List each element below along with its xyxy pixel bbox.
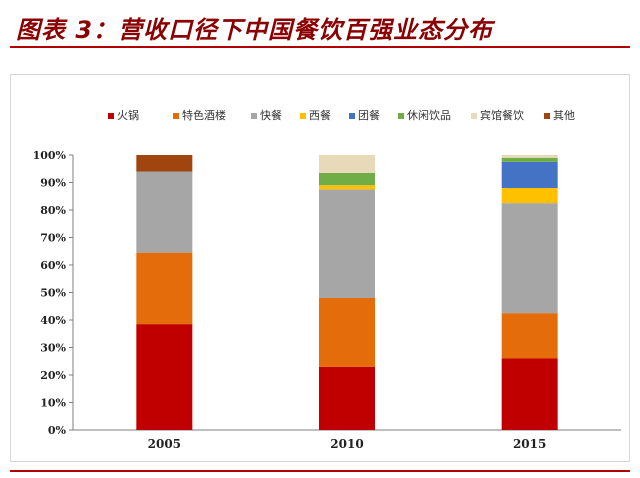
bar-segment-2010-6 [319,155,375,173]
title-bar: 图表 3：营收口径下中国餐饮百强业态分布 [10,4,630,48]
bar-segment-2015-0 [501,358,558,430]
y-tick-label-1: 10% [40,397,66,410]
bar-segment-2015-4 [501,161,558,188]
y-tick-label-9: 90% [40,177,66,190]
x-tick-label-1: 2010 [330,437,363,451]
legend-label-4: 团餐 [358,108,380,122]
y-tick-label-6: 60% [40,259,66,272]
chart-frame: 火锅 特色酒楼 快餐 西餐 团餐 休闲饮品 宾馆餐饮 其他 0% 10% 20% 30% 40% 50% 6… [10,74,630,462]
legend-label-2: 快餐 [260,108,282,122]
y-tick-label-8: 80% [40,204,66,217]
legend-swatch-4 [349,113,355,119]
legend-label-6: 宾馆餐饮 [480,108,524,122]
legend-label-5: 休闲饮品 [407,108,451,122]
bar-segment-2015-2 [501,203,558,314]
bar-segment-2015-6 [501,155,558,158]
bar-segment-2010-1 [319,298,375,367]
bar-segment-2010-3 [319,185,375,190]
legend-swatch-5 [398,113,404,119]
bar-segment-2005-2 [136,171,193,253]
legend-swatch-0 [108,113,114,119]
legend-swatch-3 [300,113,306,119]
bar-segment-2005-0 [136,324,193,430]
stacked-bar-chart: 火锅 特色酒楼 快餐 西餐 团餐 休闲饮品 宾馆餐饮 其他 0% 10% 20% 30% 40% 50% 6… [33,108,621,451]
legend-label-7: 其他 [553,109,575,122]
legend-swatch-2 [251,113,257,119]
legend-label-0: 火锅 [117,109,139,122]
legend-swatch-6 [471,113,477,119]
bar-segment-2005-7 [136,155,193,172]
bar-segment-2005-1 [136,252,193,325]
legend-swatch-7 [544,113,550,119]
bar-segment-2015-3 [501,188,558,204]
legend-label-1: 特色酒楼 [182,108,226,122]
y-tick-label-2: 20% [40,369,66,382]
bottom-rule [10,470,630,472]
bar-segment-2015-5 [501,157,558,162]
bar-segment-2010-0 [319,366,375,430]
bar-segment-2010-5 [319,172,375,186]
y-tick-label-0: 0% [48,424,67,437]
y-tick-label-10: 100% [33,149,67,162]
y-tick-label-7: 70% [40,232,66,245]
x-tick-label-0: 2005 [148,437,181,451]
legend-swatch-1 [173,113,179,119]
bar-segment-2010-2 [319,189,375,298]
legend-label-3: 西餐 [309,108,331,122]
y-tick-label-3: 30% [40,342,66,355]
x-tick-label-2: 2015 [513,437,546,451]
y-tick-label-5: 50% [40,287,66,300]
y-tick-label-4: 40% [40,314,66,327]
chart-title: 图表 3：营收口径下中国餐饮百强业态分布 [16,16,494,44]
bar-segment-2015-1 [501,313,558,359]
